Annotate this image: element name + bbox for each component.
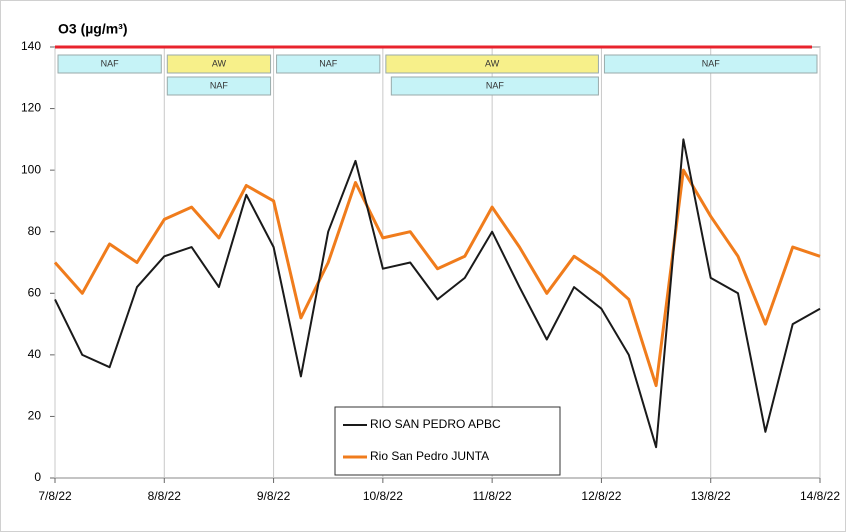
- x-tick-label: 11/8/22: [473, 489, 512, 503]
- period-label: NAF: [486, 80, 505, 90]
- legend-label: Rio San Pedro JUNTA: [370, 449, 489, 463]
- period-label: NAF: [702, 58, 721, 68]
- y-tick-label: 0: [34, 470, 41, 484]
- period-box: [603, 54, 818, 74]
- legend: [334, 406, 561, 476]
- period-box: [57, 54, 162, 74]
- x-tick-label: 13/8/22: [691, 489, 731, 503]
- period-box: [166, 76, 272, 96]
- period-label: NAF: [101, 58, 120, 68]
- x-tick-label: 14/8/22: [800, 489, 840, 503]
- period-label: NAF: [210, 80, 229, 90]
- period-box: [166, 54, 272, 74]
- y-tick-label: 60: [28, 285, 42, 299]
- y-tick-label: 20: [28, 409, 42, 423]
- period-label: AW: [212, 58, 227, 68]
- period-label: NAF: [319, 58, 338, 68]
- legend-label: RIO SAN PEDRO APBC: [370, 417, 501, 431]
- x-tick-label: 7/8/22: [38, 489, 72, 503]
- plot-area: [54, 46, 821, 479]
- series-line: [54, 138, 821, 449]
- period-label: AW: [485, 58, 500, 68]
- y-tick-label: 100: [21, 162, 41, 176]
- y-tick-label: 40: [28, 347, 42, 361]
- chart-title: O3 (µg/m³): [58, 21, 128, 37]
- period-box: [385, 54, 599, 74]
- period-box: [276, 54, 381, 74]
- x-tick-label: 12/8/22: [581, 489, 621, 503]
- y-tick-label: 140: [21, 39, 41, 53]
- x-tick-label: 9/8/22: [257, 489, 291, 503]
- x-tick-label: 8/8/22: [148, 489, 182, 503]
- x-tick-label: 10/8/22: [363, 489, 403, 503]
- y-tick-label: 80: [28, 224, 42, 238]
- period-box: [390, 76, 599, 96]
- y-tick-label: 120: [21, 101, 41, 115]
